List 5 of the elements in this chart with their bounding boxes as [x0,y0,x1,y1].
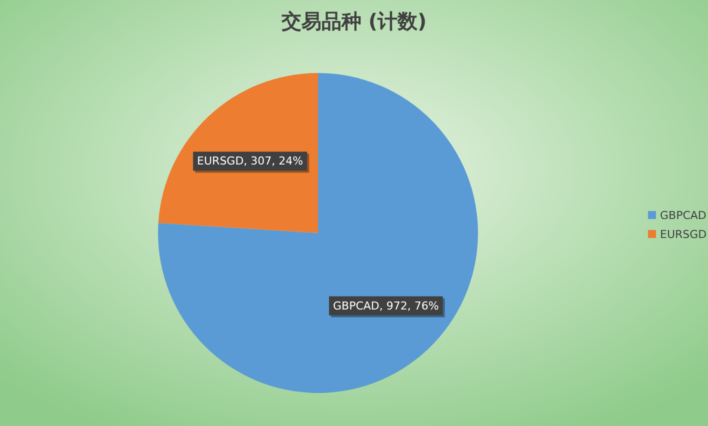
chart-title: 交易品种 (计数) [280,9,427,33]
data-label: GBPCAD, 972, 76% [333,299,439,312]
legend-label: GBPCAD [660,209,706,222]
data-label: EURSGD, 307, 24% [197,154,304,168]
legend-label: EURSGD [660,228,707,241]
